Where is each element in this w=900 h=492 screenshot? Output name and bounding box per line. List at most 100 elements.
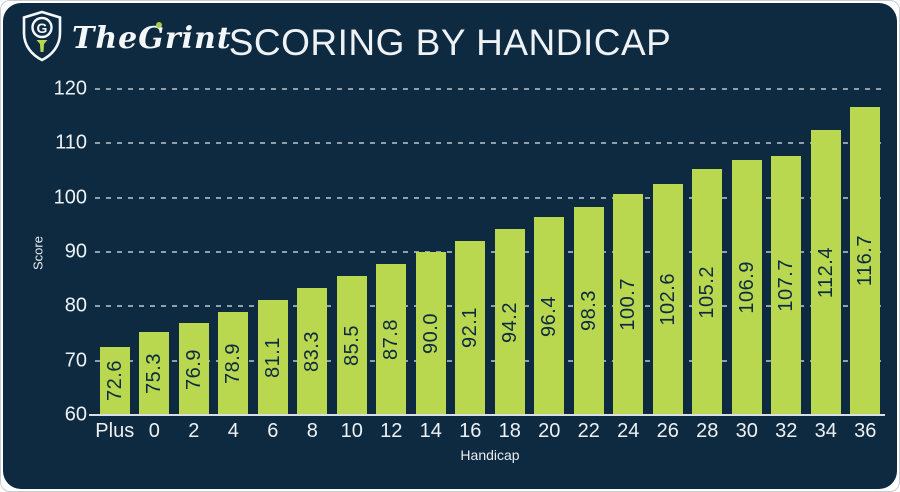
x-tick-label: 32 (775, 420, 798, 442)
x-tick-label: 6 (267, 420, 279, 442)
y-tick-label: 80 (64, 294, 87, 317)
x-tick-label: 10 (340, 420, 363, 442)
bar: 96.4 (534, 217, 565, 415)
bar-value-label: 116.7 (854, 235, 877, 287)
bar-value-label: 107.7 (775, 259, 798, 312)
gridline (95, 251, 885, 253)
x-tick-label: 24 (617, 420, 640, 442)
bar: 75.3 (139, 331, 170, 415)
bar: 107.7 (771, 155, 802, 415)
x-tick-label: 26 (656, 420, 679, 442)
x-tick-label: 18 (498, 420, 521, 442)
bar-value-label: 72.6 (103, 360, 126, 402)
logo-i-dot (156, 22, 162, 28)
bar: 72.6 (99, 346, 130, 415)
bar: 83.3 (297, 288, 328, 415)
gridline (95, 88, 885, 90)
x-axis-title: Handicap (460, 447, 520, 463)
x-tick-label: 16 (459, 420, 482, 442)
bar-slot: 112.4 (806, 89, 846, 415)
bar: 116.7 (850, 106, 881, 415)
bar-value-label: 83.3 (301, 331, 324, 373)
x-axis-line (89, 414, 885, 416)
x-axis-ticks: Plus 0 2 4 6 8 10 12 14 16 18 20 22 24 26 28 30 32 34 36 (95, 420, 885, 443)
bar-slot: 96.4 (530, 89, 570, 415)
bar-value-label: 85.5 (340, 325, 363, 367)
x-tick-label: 8 (306, 420, 318, 442)
x-tick-label: 30 (735, 420, 758, 442)
x-tick-label: 2 (188, 420, 200, 442)
y-tick-label: 70 (64, 349, 87, 372)
bar: 106.9 (731, 160, 762, 415)
x-tick-label: 36 (854, 420, 877, 442)
bar-value-label: 92.1 (459, 307, 482, 349)
bar: 105.2 (692, 169, 723, 415)
logo-wordmark-wrap: TheGrint (72, 21, 232, 56)
bar-value-label: 96.4 (538, 295, 561, 337)
chart-title: SCORING BY HANDICAP (228, 22, 672, 63)
bar-value-label: 105.2 (696, 265, 719, 319)
bar-slot: 75.3 (135, 89, 175, 415)
bar-value-label: 81.1 (261, 337, 284, 379)
x-tick-label: 12 (380, 420, 403, 442)
bar-value-label: 87.8 (380, 319, 403, 360)
bar-slot: 85.5 (332, 89, 372, 415)
gridline (95, 305, 885, 308)
bar: 87.8 (376, 263, 407, 415)
bar-value-label: 90.0 (419, 313, 442, 354)
y-tick-label: 120 (53, 77, 87, 100)
y-tick-label: 90 (64, 240, 87, 263)
bar-slot: 78.9 (214, 89, 254, 415)
bar-slot: 94.2 (490, 89, 530, 415)
bars-layer: 72.6 75.3 76.9 78.9 81.1 83.3 85.5 87.8 90.0 92.1… (95, 89, 885, 415)
gridline (95, 359, 885, 362)
bar-slot: 76.9 (174, 89, 214, 415)
bar-value-label: 112.4 (814, 247, 837, 299)
bar: 81.1 (257, 300, 288, 415)
bar: 100.7 (613, 193, 644, 415)
gridline (95, 196, 885, 199)
shield-logo-icon: G (21, 10, 63, 67)
bar-value-label: 76.9 (182, 348, 205, 390)
x-tick-label: 20 (538, 420, 561, 442)
bar-slot: 100.7 (609, 89, 649, 415)
bar-slot: 98.3 (569, 89, 609, 415)
bar: 98.3 (573, 206, 604, 415)
logo-wordmark: TheGrint (72, 21, 232, 56)
bar-value-label: 106.9 (735, 261, 758, 314)
y-tick-label: 110 (55, 131, 87, 154)
bar-slot: 102.6 (648, 89, 688, 415)
bar-slot: 83.3 (293, 89, 333, 415)
y-tick-label: 60 (64, 403, 87, 426)
bar-value-label: 100.7 (617, 278, 640, 331)
bar: 112.4 (810, 130, 841, 415)
chart-card: G TheGrint SCORING BY HANDICAP Score 60 7… (3, 3, 897, 489)
bar-slot: 90.0 (411, 89, 451, 415)
bar: 92.1 (455, 240, 486, 415)
x-tick-label: 14 (419, 420, 442, 442)
bar-slot: 105.2 (688, 89, 728, 415)
bar-value-label: 94.2 (498, 301, 521, 343)
x-tick-label: 4 (227, 420, 239, 442)
bar-slot: 81.1 (253, 89, 293, 415)
x-tick-label: Plus (95, 420, 135, 442)
y-tick-label: 100 (53, 186, 87, 209)
bar-slot: 116.7 (846, 89, 886, 415)
bar-slot: 106.9 (727, 89, 767, 415)
bar: 78.9 (218, 312, 249, 415)
brand-logo: G TheGrint (21, 10, 232, 67)
bar-value-label: 78.9 (222, 343, 245, 385)
bar: 94.2 (494, 229, 525, 415)
x-tick-label: 34 (814, 420, 837, 442)
svg-text:G: G (37, 20, 48, 36)
bar-slot: 87.8 (372, 89, 412, 415)
bar-slot: 72.6 (95, 89, 135, 415)
bar-slot: 92.1 (451, 89, 491, 415)
bar: 76.9 (178, 323, 209, 415)
bar: 102.6 (652, 183, 683, 415)
bar-value-label: 98.3 (577, 290, 600, 332)
bar: 90.0 (415, 252, 446, 415)
bar-slot: 107.7 (767, 89, 807, 415)
bar: 85.5 (336, 276, 367, 415)
